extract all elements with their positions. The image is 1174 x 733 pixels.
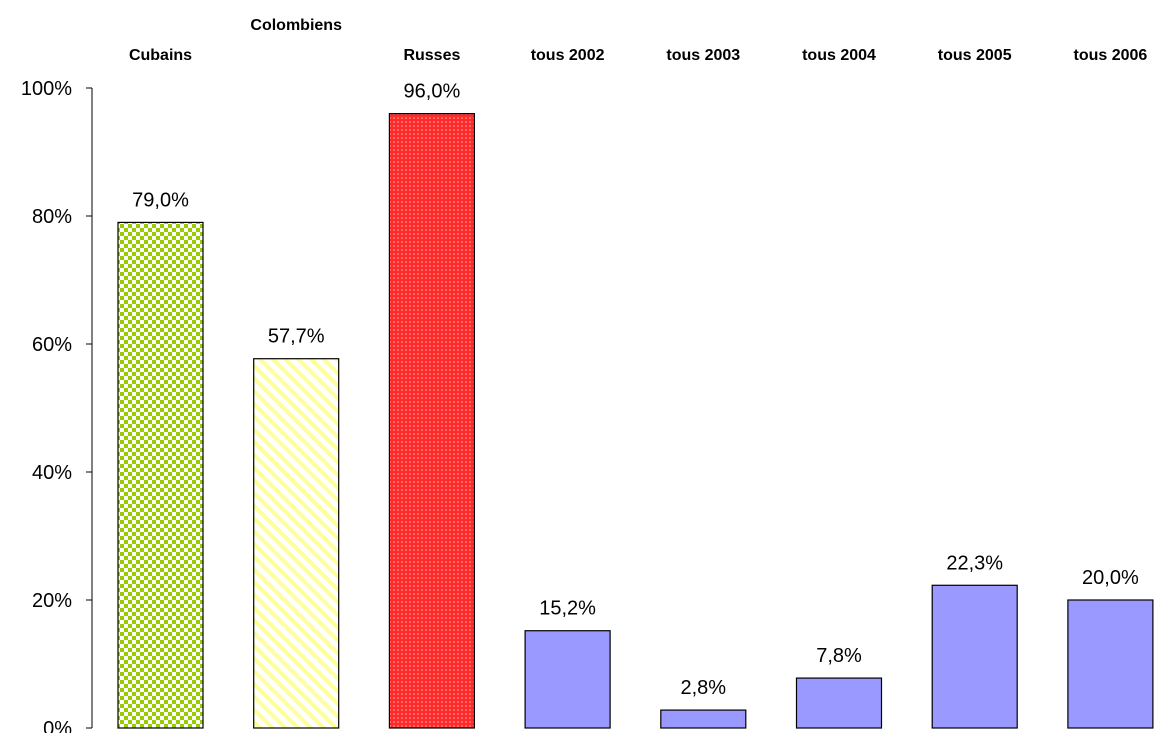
bar-tous-2005 bbox=[931, 584, 1018, 729]
category-label: tous 2003 bbox=[666, 47, 740, 64]
category-label: tous 2004 bbox=[802, 47, 876, 64]
data-label: 20,0% bbox=[1082, 567, 1139, 589]
y-tick-label: 100% bbox=[21, 78, 72, 100]
bar-tous-2003 bbox=[660, 709, 747, 729]
bar-tous-2006 bbox=[1067, 599, 1154, 729]
data-label: 79,0% bbox=[132, 189, 189, 211]
y-axis-ticks: 0% 20% 40% 60% 80% 100% bbox=[21, 78, 92, 733]
data-label: 57,7% bbox=[268, 326, 325, 348]
category-labels-group: Cubains Colombiens Russes tous 2002 tous 200… bbox=[129, 17, 1147, 64]
category-label: Cubains bbox=[129, 47, 192, 64]
category-label: tous 2002 bbox=[531, 47, 605, 64]
data-label: 7,8% bbox=[816, 645, 862, 667]
bar-colombiens bbox=[253, 358, 340, 729]
category-label: tous 2006 bbox=[1073, 47, 1147, 64]
y-tick-label: 20% bbox=[32, 590, 72, 612]
data-label: 22,3% bbox=[946, 552, 1003, 574]
bar-russes bbox=[388, 112, 475, 729]
y-tick-label: 40% bbox=[32, 462, 72, 484]
bar-tous-2004 bbox=[795, 677, 883, 729]
data-label: 15,2% bbox=[539, 598, 596, 620]
category-label: tous 2005 bbox=[938, 47, 1012, 64]
y-tick-label: 80% bbox=[32, 206, 72, 228]
bar-tous-2002 bbox=[524, 630, 611, 729]
category-label: Colombiens bbox=[250, 17, 342, 34]
y-tick-label: 60% bbox=[32, 334, 72, 356]
bar-cubains bbox=[117, 221, 204, 729]
y-tick-label: 0% bbox=[43, 718, 72, 733]
value-labels-group: 79,0% 57,7% 96,0% 15,2% 2,8% 7,8% 22,3% 20,0% bbox=[132, 81, 1139, 699]
data-label: 96,0% bbox=[404, 81, 461, 103]
category-label: Russes bbox=[403, 47, 460, 64]
bars-group bbox=[117, 112, 1154, 729]
data-label: 2,8% bbox=[681, 677, 727, 699]
